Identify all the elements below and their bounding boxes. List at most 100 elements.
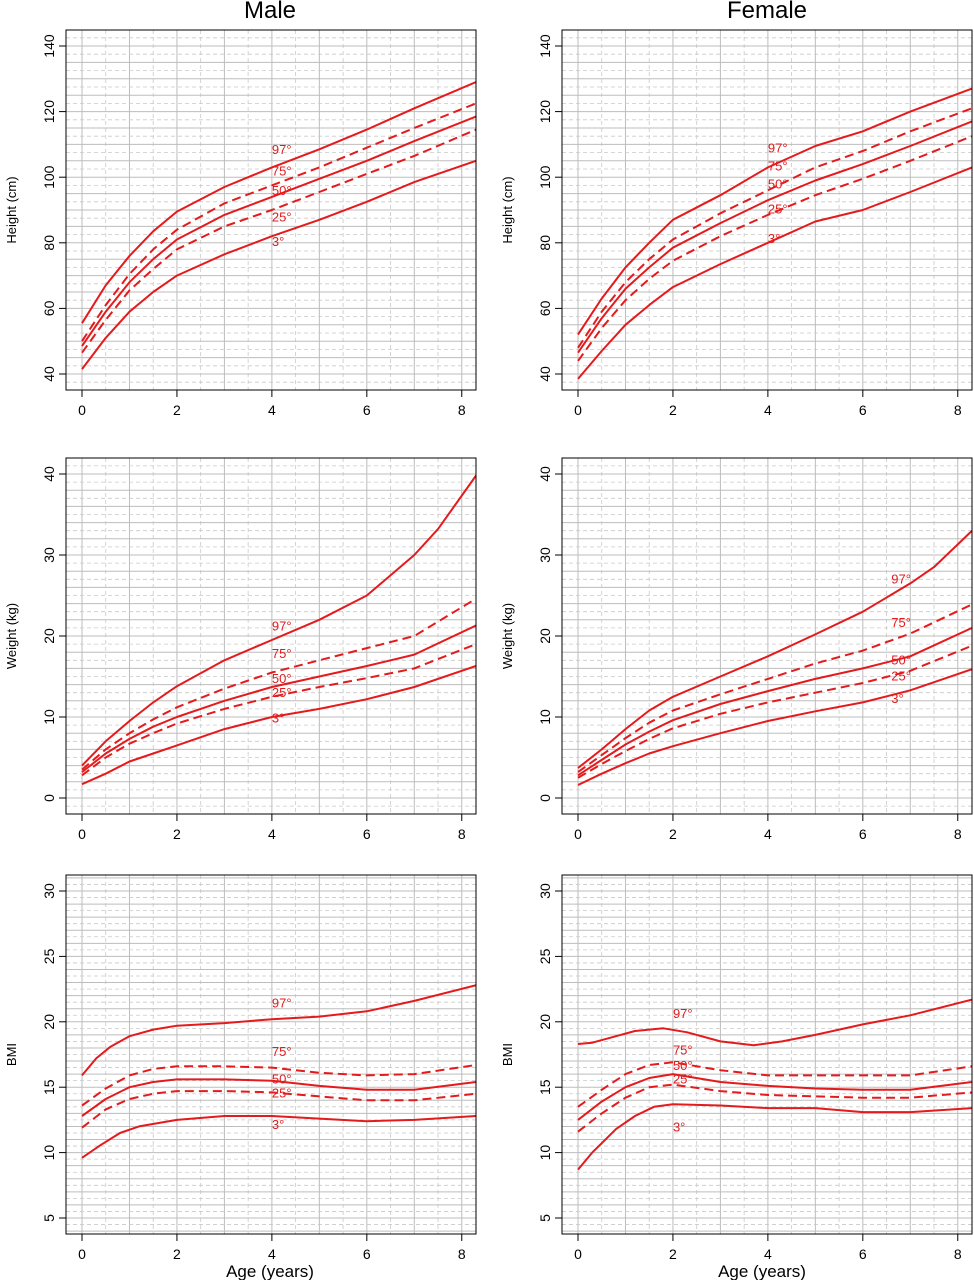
column-title-male: Male <box>244 0 296 24</box>
percentile-curve-3 <box>577 1103 972 1171</box>
x-tick-label: 4 <box>764 402 772 418</box>
percentile-curve-50 <box>81 624 476 773</box>
percentile-label-75: 75° <box>768 159 788 174</box>
percentile-curve-50 <box>577 1073 972 1121</box>
x-axis-label-male: Age (years) <box>226 1262 314 1280</box>
y-tick-label: 140 <box>537 34 553 58</box>
percentile-label-97: 97° <box>673 1006 693 1021</box>
panel-female-bmi: 97° 75°50°25° 3° 0 2 4 6 8 5 10 15 20 25 30 BMI <box>500 874 973 1262</box>
y-tick-label: 140 <box>41 34 57 58</box>
percentile-curve-50 <box>81 115 476 347</box>
x-tick-label: 8 <box>954 402 962 418</box>
y-axis-label: BMI <box>4 1043 19 1066</box>
chart-panels: 97°75°50°25°3°0 2 4 6 8406080100120140Height… <box>4 29 973 1262</box>
x-tick-label: 2 <box>173 402 181 418</box>
panel-male-height: 97° 75° 50° 25° 3° 0 2 4 6 8 40 60 80 100 120 140 Height… <box>4 29 477 418</box>
percentile-label-50: 50° <box>272 183 292 198</box>
y-tick-label: 10 <box>537 709 553 725</box>
y-axis-label: Height (cm) <box>4 176 19 243</box>
x-tick-label: 8 <box>954 1246 962 1262</box>
percentile-label-97: 97° <box>272 995 292 1010</box>
x-tick-label: 6 <box>859 826 867 842</box>
y-tick-label: 5 <box>537 1214 553 1222</box>
percentile-curve-3 <box>81 665 476 786</box>
percentile-label-3: 3° <box>673 1120 685 1135</box>
percentile-label-3: 3° <box>768 231 780 246</box>
percentile-label-25: 25° <box>272 1086 292 1101</box>
column-title-female: Female <box>727 0 807 24</box>
y-axis-label: Height (cm) <box>500 176 515 243</box>
percentile-label-25: 25° <box>673 1071 693 1086</box>
curves <box>81 984 476 1159</box>
x-tick-label: 0 <box>78 826 86 842</box>
percentile-curve-3 <box>81 1115 476 1159</box>
y-tick-label: 25 <box>41 948 57 964</box>
y-tick-label: 60 <box>537 300 553 316</box>
y-tick-label: 10 <box>41 1145 57 1161</box>
percentile-label-75: 75° <box>272 646 292 661</box>
curves <box>577 87 972 380</box>
x-tick-label: 6 <box>363 1246 371 1262</box>
percentile-label-25: 25° <box>272 685 292 700</box>
percentile-curve-25 <box>577 135 972 362</box>
percentile-label-50: 50° <box>768 177 788 192</box>
curves <box>577 529 972 786</box>
percentile-curve-3 <box>577 166 972 380</box>
y-tick-label: 100 <box>537 165 553 189</box>
y-tick-label: 40 <box>41 366 57 382</box>
percentile-label-3: 3° <box>272 711 284 726</box>
y-tick-label: 10 <box>537 1145 553 1161</box>
percentile-curve-75 <box>81 102 476 342</box>
percentile-curve-50 <box>577 120 972 354</box>
curves <box>81 475 476 786</box>
y-axis-label: Weight (kg) <box>4 603 19 669</box>
y-tick-label: 20 <box>41 1014 57 1030</box>
percentile-curve-25 <box>81 643 476 777</box>
y-tick-label: 40 <box>537 466 553 482</box>
x-tick-label: 2 <box>173 826 181 842</box>
y-tick-label: 100 <box>41 165 57 189</box>
percentile-curve-97 <box>81 81 476 324</box>
percentile-label-50: 50° <box>673 1058 693 1073</box>
percentile-label-75: 75° <box>272 164 292 179</box>
x-tick-label: 8 <box>458 402 466 418</box>
x-tick-label: 4 <box>764 826 772 842</box>
y-tick-label: 15 <box>537 1079 553 1095</box>
percentile-curve-75 <box>81 597 476 771</box>
percentile-curve-97 <box>577 998 972 1047</box>
percentile-curve-50 <box>81 1078 476 1117</box>
percentile-curve-3 <box>81 159 476 370</box>
y-axis-label: Weight (kg) <box>500 603 515 669</box>
grid <box>66 458 476 814</box>
y-tick-label: 20 <box>537 1014 553 1030</box>
y-tick-label: 120 <box>537 100 553 124</box>
grid <box>66 875 476 1234</box>
x-tick-label: 6 <box>363 402 371 418</box>
x-tick-label: 4 <box>268 1246 276 1262</box>
y-axis-label: BMI <box>500 1043 515 1066</box>
y-tick-label: 40 <box>537 366 553 382</box>
x-axis-label-female: Age (years) <box>718 1262 806 1280</box>
percentile-label-3: 3° <box>272 1117 284 1132</box>
percentile-curve-75 <box>577 603 972 773</box>
x-tick-label: 0 <box>574 402 582 418</box>
y-tick-label: 30 <box>537 883 553 899</box>
percentile-label-25: 25° <box>272 209 292 224</box>
grid <box>562 458 972 814</box>
y-tick-label: 0 <box>537 794 553 802</box>
x-tick-label: 6 <box>363 826 371 842</box>
y-tick-label: 15 <box>41 1079 57 1095</box>
percentile-curve-25 <box>577 1083 972 1133</box>
x-tick-label: 6 <box>859 1246 867 1262</box>
y-tick-label: 0 <box>41 794 57 802</box>
curves <box>81 81 476 370</box>
percentile-curve-75 <box>577 107 972 349</box>
percentile-label-97: 97° <box>768 141 788 156</box>
percentile-curve-97 <box>577 529 972 769</box>
y-tick-label: 60 <box>41 300 57 316</box>
percentile-label-97: 97° <box>891 571 911 586</box>
y-tick-label: 20 <box>537 628 553 644</box>
percentile-label-25: 25° <box>768 201 788 216</box>
percentile-label-50: 50° <box>272 1071 292 1086</box>
x-tick-label: 2 <box>669 826 677 842</box>
